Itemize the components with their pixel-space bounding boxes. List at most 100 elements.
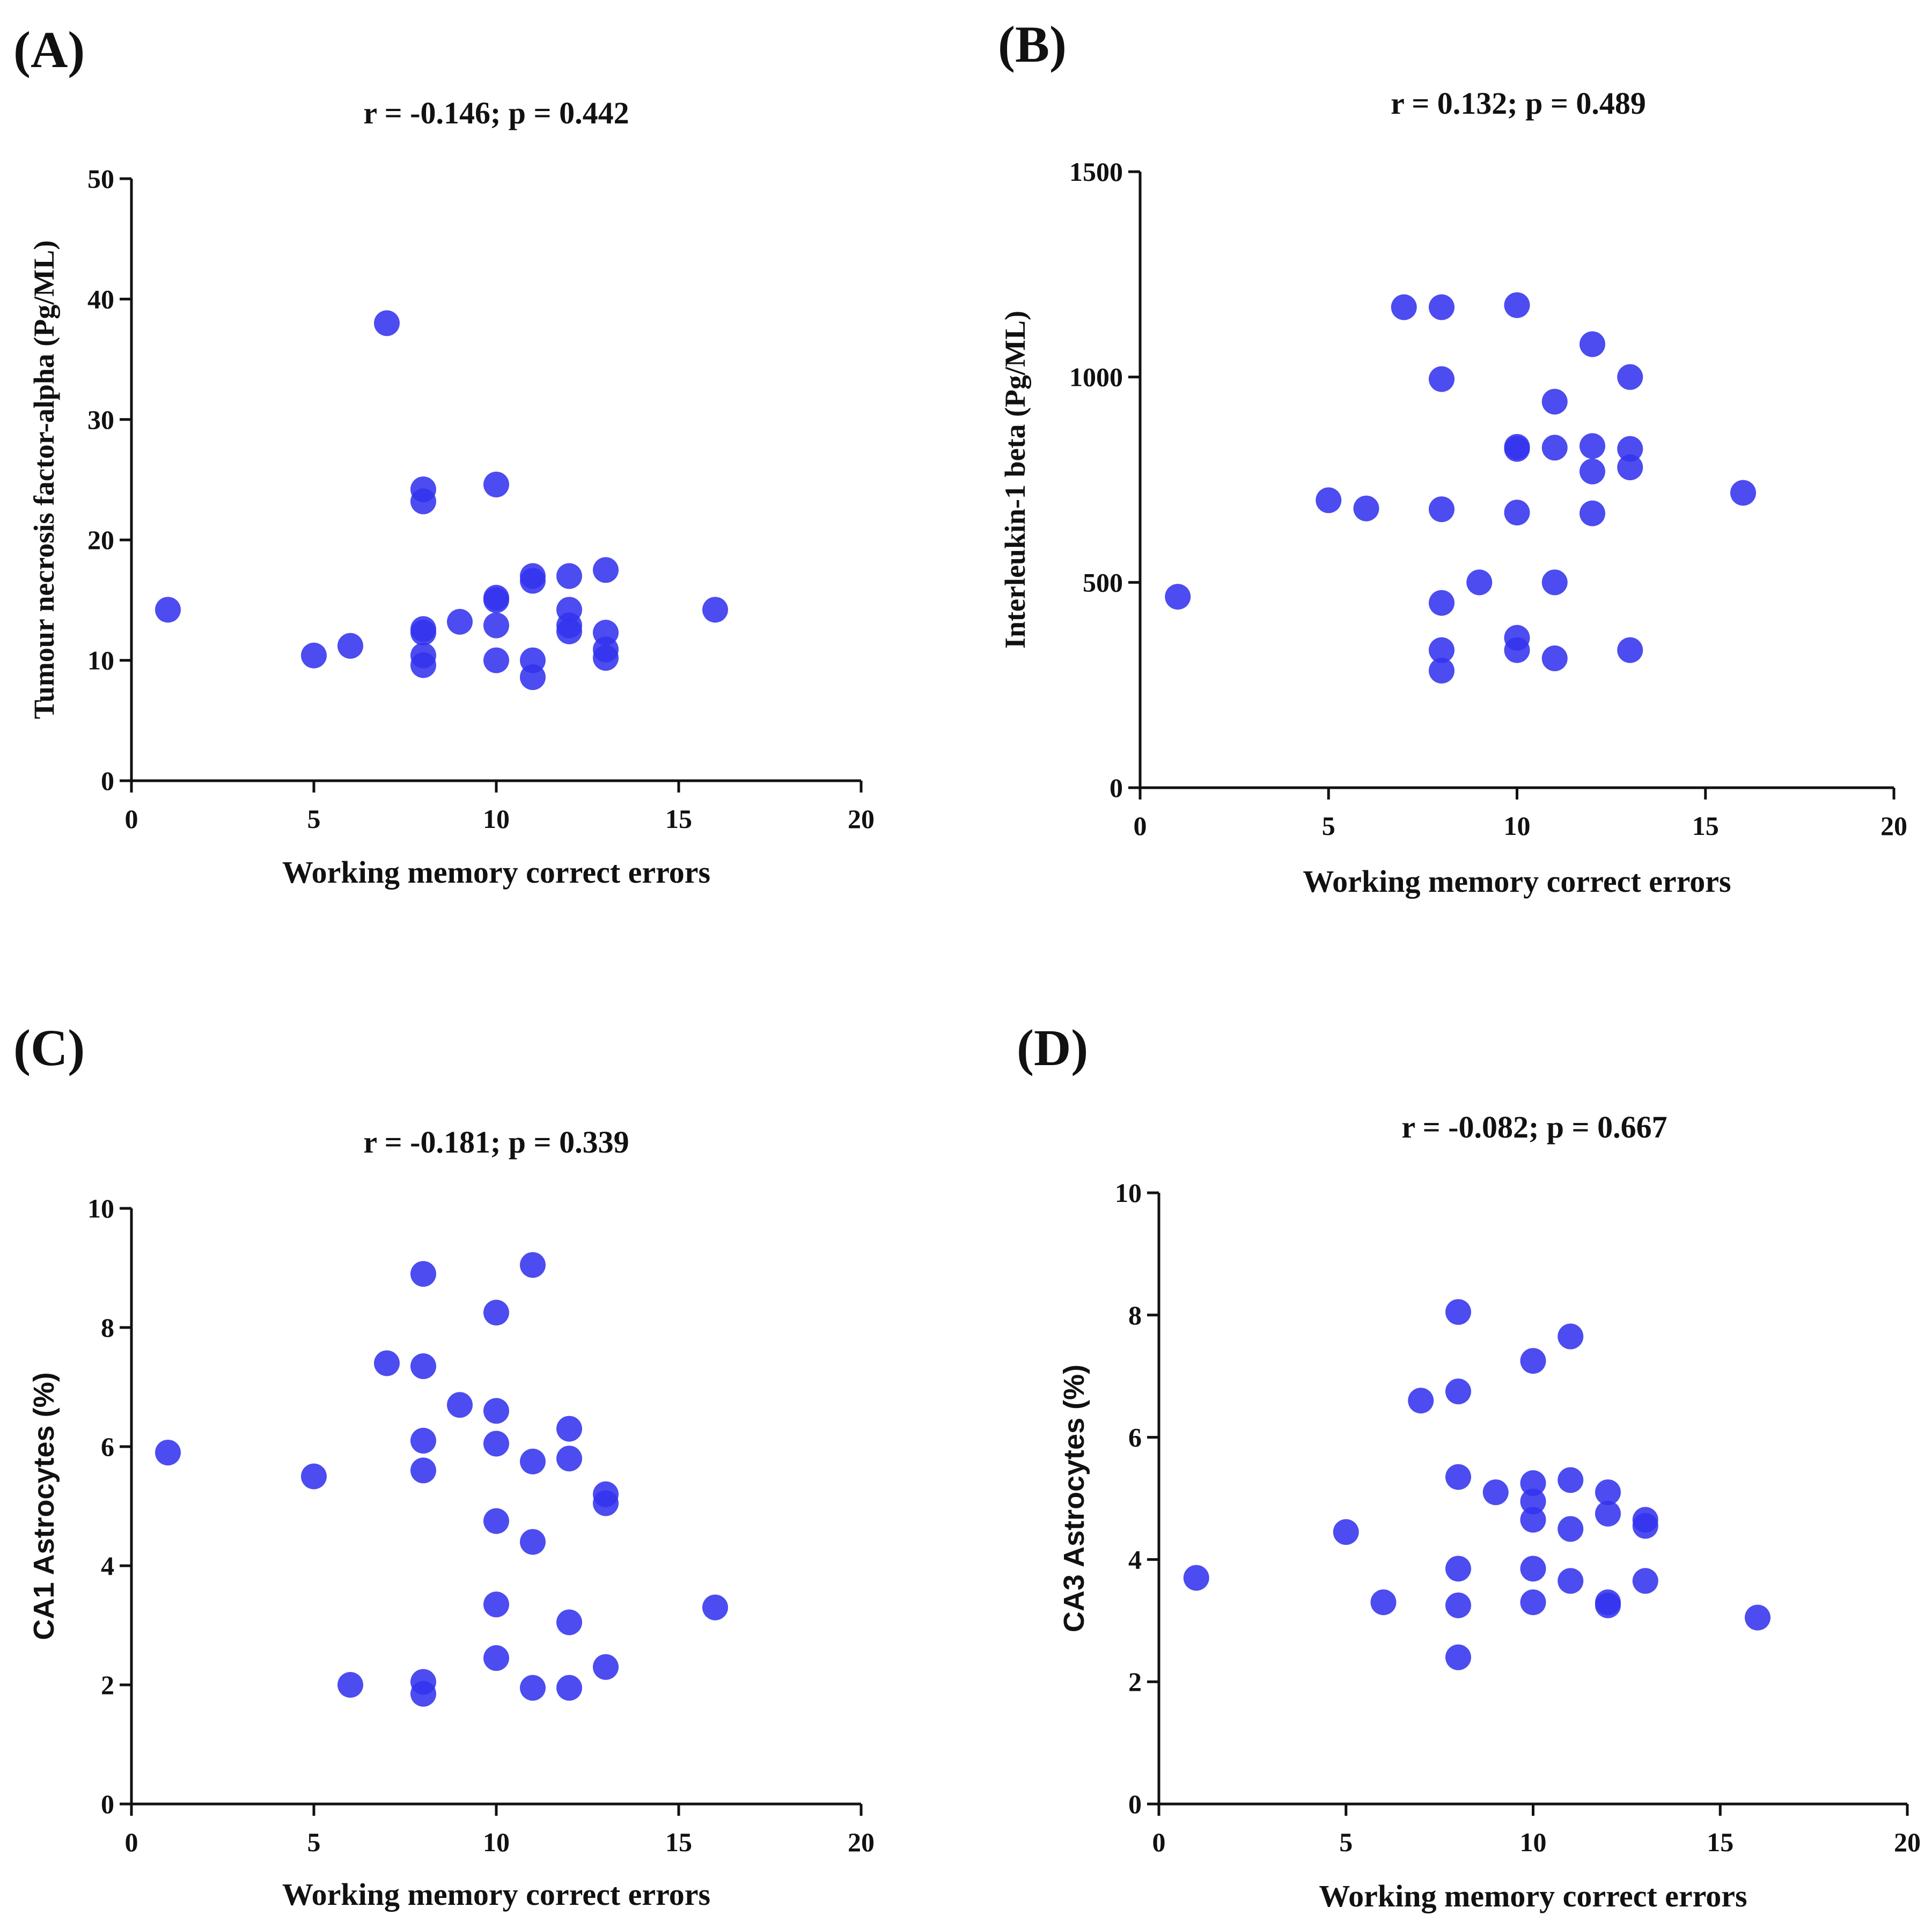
data-point [556, 1609, 582, 1635]
data-point [1445, 1592, 1471, 1618]
data-point [410, 1261, 436, 1287]
data-point [1617, 637, 1643, 663]
data-point [1520, 1589, 1546, 1616]
data-point [1558, 1323, 1584, 1349]
data-point [1558, 1467, 1584, 1493]
data-point [1541, 645, 1568, 671]
y-tick-label: 500 [1083, 567, 1123, 597]
data-point [1558, 1568, 1584, 1594]
x-tick-label: 0 [125, 1827, 138, 1857]
data-point [1429, 590, 1454, 616]
data-point [1520, 1556, 1546, 1582]
x-axis-label: Working memory correct errors [1303, 864, 1731, 899]
data-point [1745, 1604, 1771, 1631]
chart-title: r = 0.132; p = 0.489 [1391, 86, 1646, 121]
data-point [1482, 1479, 1509, 1506]
data-point [556, 1675, 582, 1701]
x-tick-label: 10 [1520, 1827, 1547, 1857]
data-point [1730, 480, 1756, 506]
panel-label: (C) [13, 1019, 85, 1076]
chart-title: r = -0.146; p = 0.442 [363, 96, 629, 130]
y-axis-label: CA3 Astrocytes (%) [1058, 1365, 1090, 1632]
data-point [374, 310, 400, 336]
data-point [1504, 637, 1530, 663]
data-point [1541, 435, 1568, 461]
y-tick-label: 1500 [1069, 157, 1123, 187]
x-tick-label: 20 [1894, 1827, 1921, 1857]
data-point [483, 647, 509, 673]
data-point [483, 587, 509, 613]
data-point [447, 608, 473, 635]
x-tick-label: 20 [848, 804, 875, 834]
data-point [1541, 569, 1568, 596]
data-point [1183, 1565, 1209, 1591]
chart-title: r = -0.082; p = 0.667 [1401, 1110, 1667, 1145]
data-point [410, 1681, 436, 1707]
x-tick-label: 15 [1707, 1827, 1733, 1857]
data-point [1391, 294, 1417, 320]
data-point [410, 1457, 436, 1484]
x-tick-label: 0 [125, 804, 138, 834]
data-point [1580, 433, 1605, 459]
data-point [1429, 637, 1454, 663]
data-point [447, 1392, 473, 1418]
y-tick-label: 10 [87, 1193, 114, 1223]
data-point [1504, 292, 1530, 318]
y-tick-label: 20 [87, 525, 114, 555]
y-tick-label: 6 [101, 1432, 114, 1462]
y-tick-label: 1000 [1069, 362, 1123, 392]
y-tick-label: 30 [87, 405, 114, 435]
data-point [1520, 1488, 1546, 1515]
y-tick-label: 4 [1128, 1544, 1142, 1574]
y-tick-label: 0 [101, 1789, 114, 1819]
panel-c: (C) r = -0.181; p = 0.339 0 5 10 15 20 0 2 4 6 8 10 W… [13, 1019, 875, 1912]
data-point [1445, 1378, 1471, 1405]
data-point [702, 597, 728, 623]
y-tick-label: 40 [87, 284, 114, 314]
data-point [1445, 1299, 1471, 1325]
data-point [1617, 436, 1643, 462]
y-tick-label: 8 [101, 1312, 114, 1343]
data-points [1183, 1299, 1771, 1670]
data-point [593, 645, 619, 671]
y-tick-label: 50 [87, 164, 114, 194]
panel-label: (B) [998, 16, 1067, 73]
x-tick-label: 5 [1339, 1827, 1353, 1857]
data-point [1504, 500, 1530, 526]
data-point [1370, 1589, 1397, 1616]
data-point [1595, 1592, 1621, 1618]
panel-b: (B) r = 0.132; p = 0.489 0 5 10 15 20 0 500 1000 1… [998, 16, 1907, 899]
data-point [520, 1448, 546, 1475]
y-tick-label: 10 [1115, 1178, 1142, 1208]
data-points [1165, 292, 1756, 684]
x-tick-label: 10 [483, 1827, 510, 1857]
x-tick-label: 20 [848, 1827, 875, 1857]
data-point [483, 1645, 509, 1671]
data-point [520, 1252, 546, 1278]
data-point [1429, 366, 1454, 392]
y-axis-label: Interleukin-1 beta (Pg/ML) [999, 311, 1031, 649]
x-tick-label: 15 [665, 804, 692, 834]
x-tick-label: 5 [307, 1827, 321, 1857]
y-tick-label: 8 [1128, 1300, 1142, 1330]
x-tick-label: 10 [483, 804, 510, 834]
data-point [593, 557, 619, 583]
data-point [1520, 1470, 1546, 1497]
data-point [301, 642, 327, 669]
data-point [1353, 495, 1379, 522]
data-point [301, 1463, 327, 1490]
data-point [410, 652, 436, 678]
data-point [1617, 364, 1643, 390]
data-point [1541, 388, 1568, 415]
data-point [1558, 1516, 1584, 1542]
data-point [1165, 584, 1191, 610]
y-tick-label: 4 [101, 1551, 114, 1581]
data-point [410, 488, 436, 515]
data-point [1429, 657, 1454, 684]
y-tick-label: 0 [101, 766, 114, 796]
data-point [1466, 569, 1493, 596]
y-axis-label: CA1 Astrocytes (%) [28, 1372, 60, 1640]
data-point [374, 1350, 400, 1376]
data-point [155, 597, 181, 623]
panel-label: (D) [1017, 1019, 1088, 1076]
